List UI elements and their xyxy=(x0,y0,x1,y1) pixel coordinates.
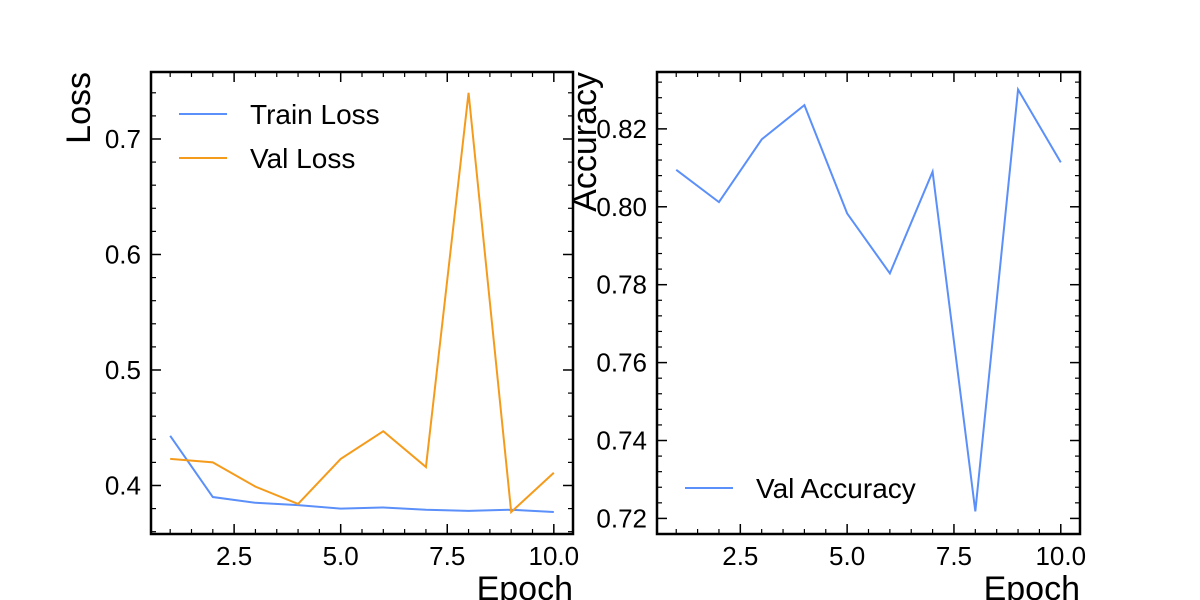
x-tick-label: 10.0 xyxy=(529,541,580,571)
legend-item: Val Loss xyxy=(179,143,355,174)
x-tick-label: 5.0 xyxy=(323,541,359,571)
x-tick-label: 5.0 xyxy=(829,541,865,571)
y-tick-label: 0.4 xyxy=(105,470,141,500)
y-tick-label: 0.78 xyxy=(596,270,647,300)
y-tick-label: 0.5 xyxy=(105,355,141,385)
plot-frame xyxy=(149,70,575,536)
legend-label: Val Loss xyxy=(250,143,355,174)
legend-label: Train Loss xyxy=(250,99,380,130)
series-line-val-accuracy xyxy=(675,86,1062,512)
series-line-val-loss xyxy=(170,92,555,515)
legend-label: Val Accuracy xyxy=(756,473,916,504)
y-tick-label: 0.6 xyxy=(105,239,141,269)
x-tick-label: 10.0 xyxy=(1035,541,1086,571)
legend-item: Val Accuracy xyxy=(685,473,916,504)
y-tick-label: 0.74 xyxy=(596,426,647,456)
x-tick-label: 2.5 xyxy=(216,541,252,571)
y-tick-label: 0.72 xyxy=(596,503,647,533)
y-tick-label: 0.76 xyxy=(596,348,647,378)
x-tick-label: 7.5 xyxy=(936,541,972,571)
x-tick-label: 7.5 xyxy=(429,541,465,571)
plot-frame xyxy=(655,70,1082,536)
x-axis-label: Epoch xyxy=(477,570,573,600)
x-tick-label: 2.5 xyxy=(722,541,758,571)
subplot-2: 2.5 5.0 7.5 10.0 0.72 0.74 0.76 0.78 0.80 0.82 Epo… xyxy=(566,70,1086,600)
x-axis-label: Epoch xyxy=(984,570,1080,600)
y-axis-label: Loss xyxy=(60,72,98,144)
y-tick-label: 0.82 xyxy=(596,114,647,144)
y-tick-label: 0.80 xyxy=(596,192,647,222)
subplot-1: 2.5 5.0 7.5 10.0 0.4 0.5 0.6 0.7 Epoch Loss Train … xyxy=(60,70,580,600)
y-tick-label: 0.7 xyxy=(105,124,141,154)
y-axis-label: Accuracy xyxy=(566,72,604,212)
legend-item: Train Loss xyxy=(179,99,380,130)
series-line-train-loss xyxy=(169,435,554,514)
